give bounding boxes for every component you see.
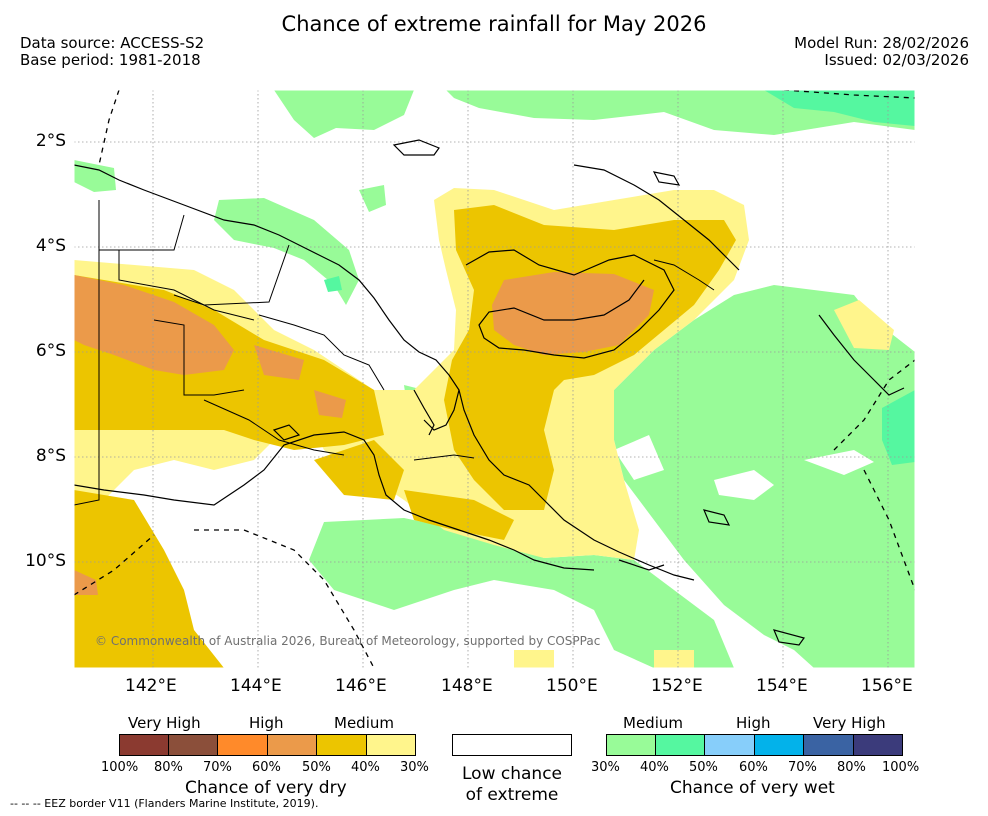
wet-level-very-high: Very High	[813, 714, 886, 732]
dry-tick-30: 30%	[400, 760, 429, 775]
wet-tick-50: 50%	[689, 760, 718, 775]
map-title: Chance of extreme rainfall for May 2026	[281, 12, 707, 36]
dry-legend-title: Chance of very dry	[185, 778, 347, 798]
dry-tick-80: 80%	[154, 760, 183, 775]
dry-tick-100: 100%	[101, 760, 139, 775]
model-run: Model Run: 28/02/2026	[794, 34, 969, 52]
province-borders	[74, 200, 715, 506]
low-chance-islands	[614, 435, 874, 500]
rainfall-map	[74, 90, 915, 668]
low-chance-line2: of extreme	[465, 785, 559, 805]
wet-legend-title: Chance of very wet	[670, 778, 835, 798]
dry-swatch-6	[366, 734, 416, 756]
wet-tick-100: 100%	[882, 760, 920, 775]
wet-swatch-1	[606, 734, 656, 756]
lat-label-10s: 10°S	[25, 551, 66, 571]
dry-swatch-2	[168, 734, 218, 756]
wet-tick-70: 70%	[788, 760, 817, 775]
lon-label-142e: 142°E	[125, 676, 177, 696]
dry-tick-60: 60%	[252, 760, 281, 775]
lat-label-4s: 4°S	[35, 236, 66, 256]
meta-left: Data source: ACCESS-S2 Base period: 1981…	[20, 35, 204, 69]
lat-label-8s: 8°S	[35, 446, 66, 466]
graticule	[74, 90, 915, 668]
dry-swatch-4	[267, 734, 317, 756]
wet-tick-60: 60%	[739, 760, 768, 775]
eez-borders	[74, 90, 915, 668]
eez-border-note: -- -- -- EEZ border V11 (Flanders Marine…	[10, 797, 319, 810]
dry-tick-70: 70%	[203, 760, 232, 775]
data-source: Data source: ACCESS-S2	[20, 34, 205, 52]
dry-high-regions	[74, 272, 654, 595]
dry-level-high: High	[249, 714, 284, 732]
meta-right: Model Run: 28/02/2026 Issued: 02/03/2026	[794, 35, 969, 69]
lon-label-152e: 152°E	[651, 676, 703, 696]
copyright-notice: © Commonwealth of Australia 2026, Bureau…	[95, 634, 601, 648]
dry-swatch-1	[119, 734, 169, 756]
lon-label-156e: 156°E	[861, 676, 913, 696]
wet-high-regions	[324, 90, 915, 465]
wet-tick-30: 30%	[591, 760, 620, 775]
dry-tick-40: 40%	[351, 760, 380, 775]
wet-level-high: High	[736, 714, 771, 732]
dry-swatch-5	[316, 734, 367, 756]
lon-label-148e: 148°E	[441, 676, 493, 696]
lon-label-150e: 150°E	[546, 676, 598, 696]
dry-level-very-high: Very High	[128, 714, 201, 732]
lon-label-154e: 154°E	[756, 676, 808, 696]
wet-level-medium: Medium	[623, 714, 683, 732]
lat-label-6s: 6°S	[35, 341, 66, 361]
low-chance-line1: Low chance	[462, 764, 562, 784]
dry-level-medium: Medium	[334, 714, 394, 732]
wet-swatch-2	[655, 734, 705, 756]
lon-label-144e: 144°E	[230, 676, 282, 696]
wet-swatch-6	[853, 734, 903, 756]
low-chance-swatch	[452, 734, 572, 756]
lat-label-2s: 2°S	[35, 131, 66, 151]
wet-swatch-4	[754, 734, 804, 756]
wet-swatch-5	[803, 734, 854, 756]
wet-tick-80: 80%	[837, 760, 866, 775]
coastlines	[74, 139, 905, 646]
dry-tick-50: 50%	[302, 760, 331, 775]
dry-swatch-3	[217, 734, 268, 756]
wet-swatch-3	[704, 734, 755, 756]
lon-label-146e: 146°E	[335, 676, 387, 696]
issued-date: Issued: 02/03/2026	[824, 51, 969, 69]
base-period: Base period: 1981-2018	[20, 51, 201, 69]
wet-tick-40: 40%	[640, 760, 669, 775]
